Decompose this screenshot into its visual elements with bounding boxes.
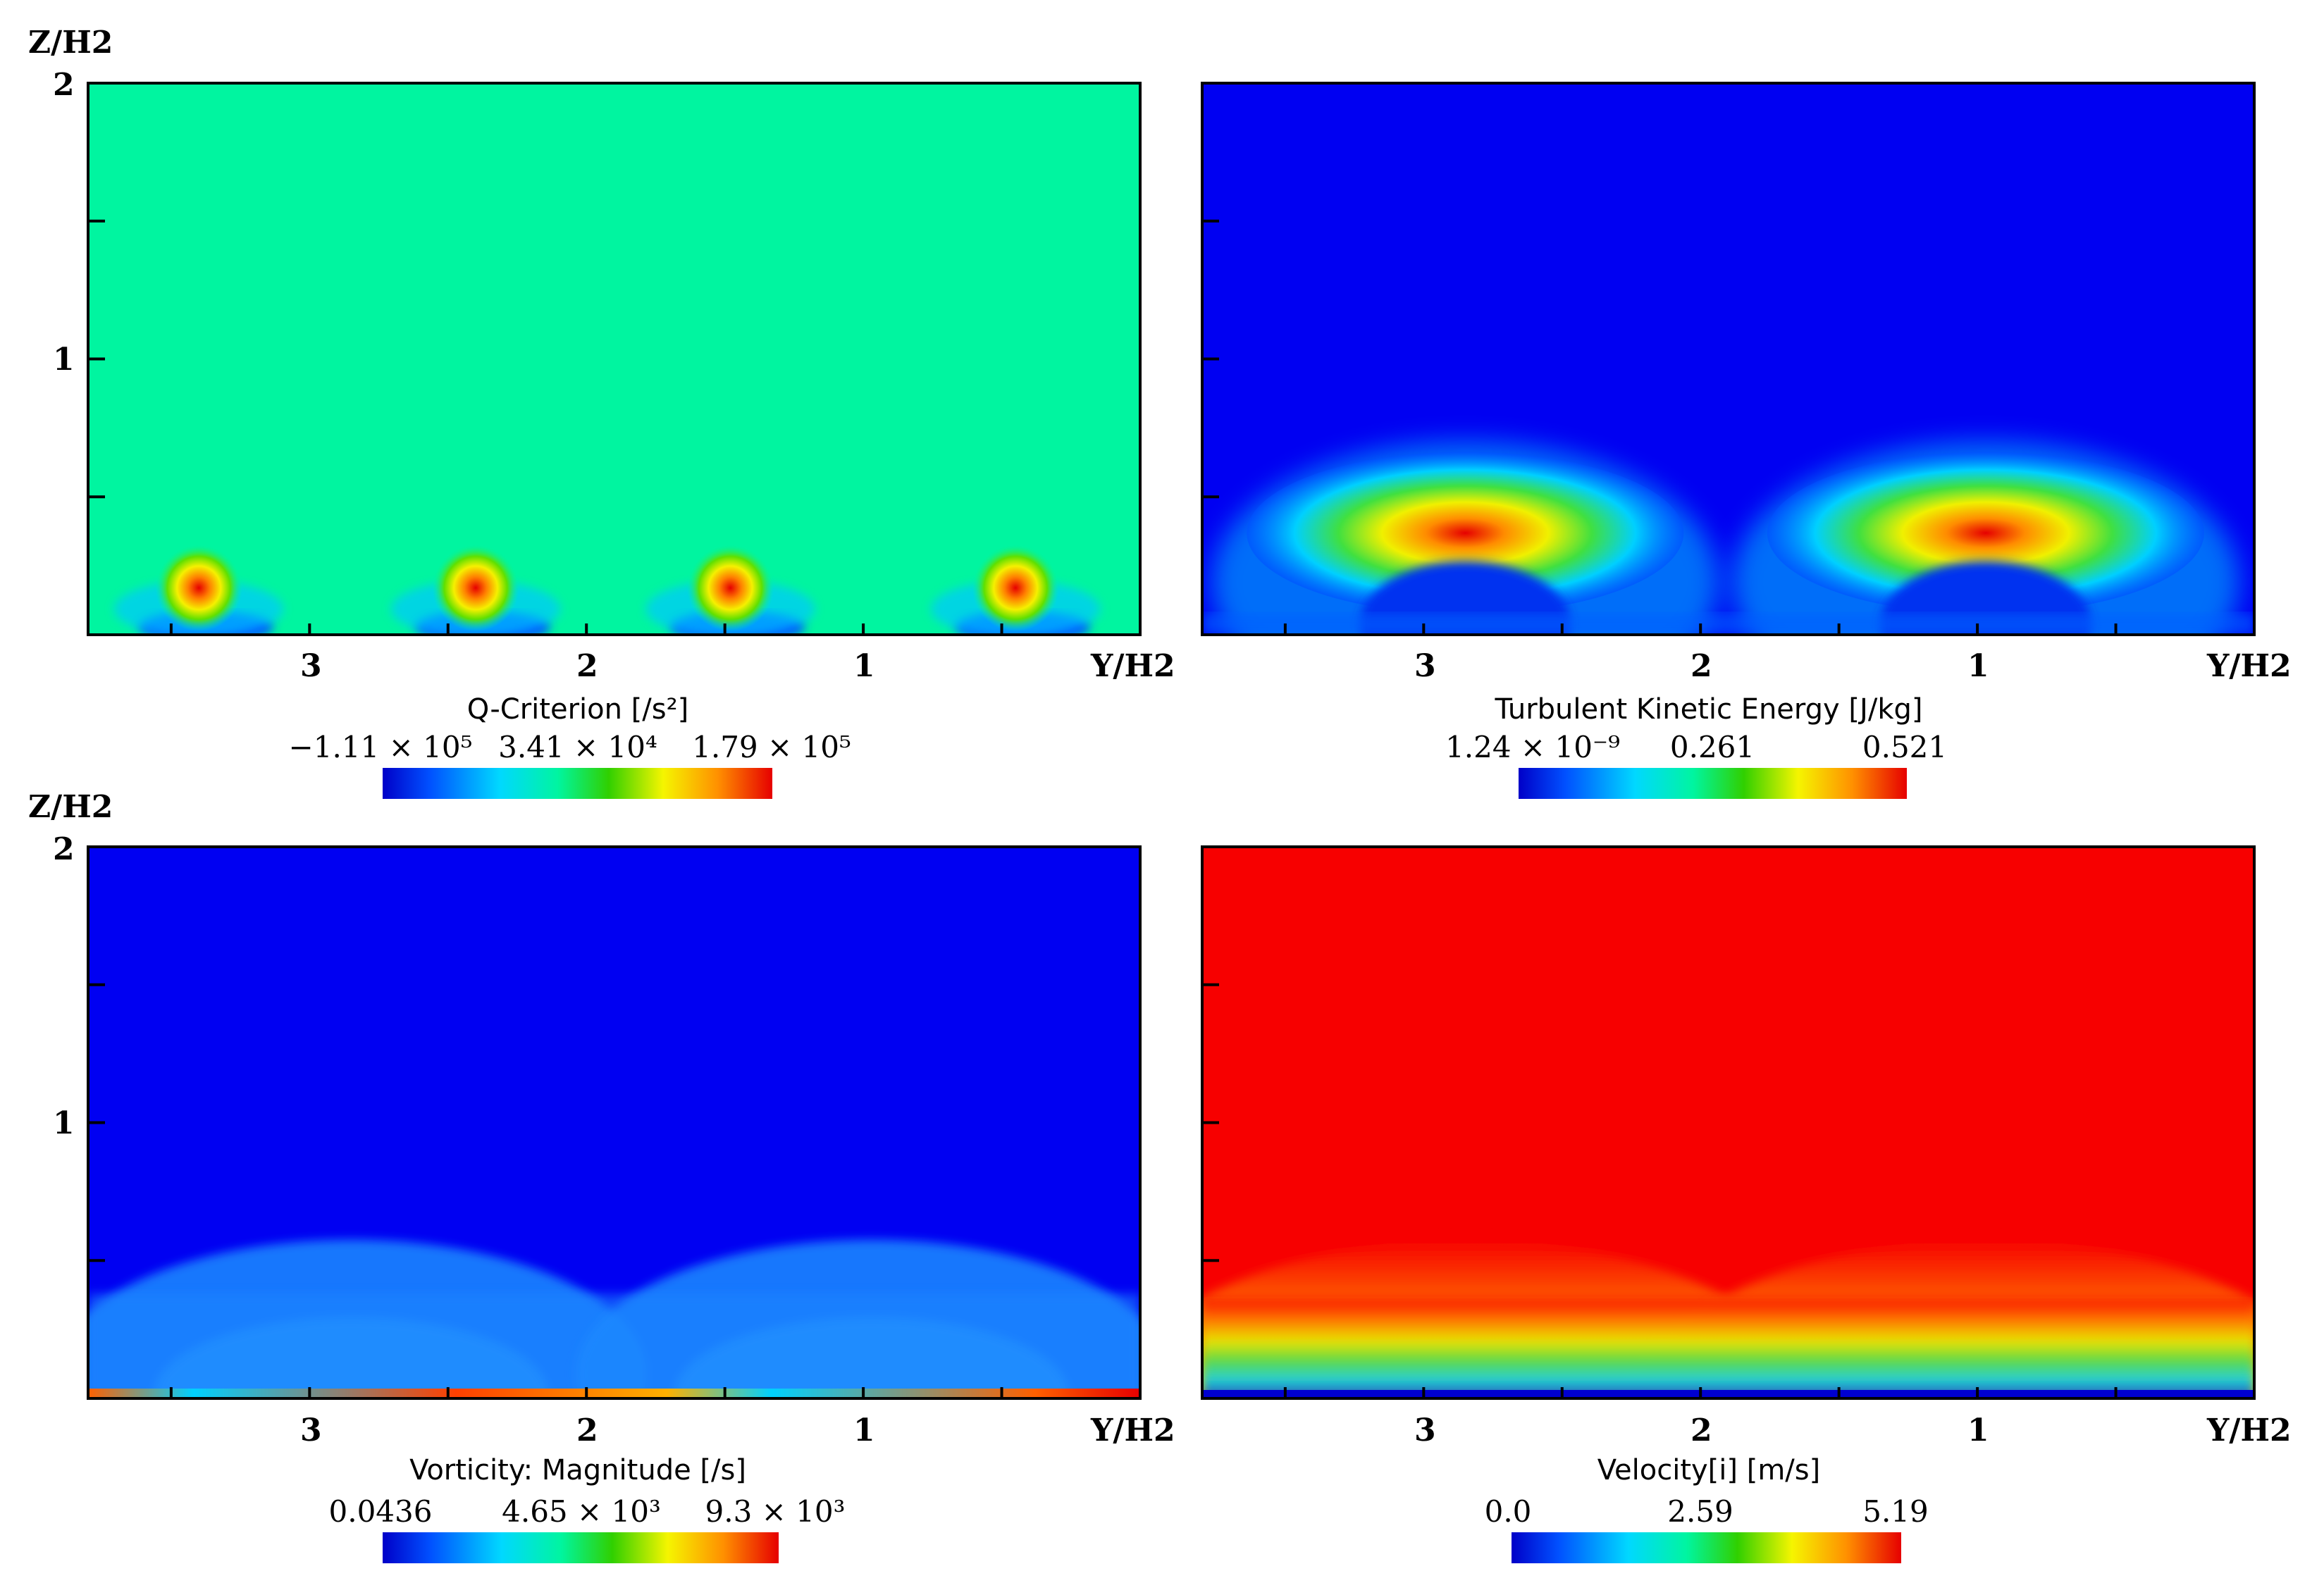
- vorticity-wall-strip: [88, 1389, 1140, 1398]
- x-tick-label-1: 1: [853, 1413, 875, 1448]
- velocity-boundary-layer: [1202, 1299, 2254, 1398]
- colorbar-title: Q-Criterion [/s²]: [467, 693, 688, 726]
- colorbar-max-label: 9.3 × 10³: [705, 1494, 846, 1529]
- panel-q-criterion: Z/H2 2 1 3 2 1 Y/H2 Q-Criterion [/s²] −1…: [28, 25, 1175, 799]
- x-tick-label-3: 3: [300, 1413, 322, 1448]
- plot-background: [88, 83, 1140, 635]
- x-axis-title: Y/H2: [2206, 648, 2292, 684]
- colorbar: Velocity[i] [m/s] 0.0 2.59 5.19: [1485, 1454, 1929, 1563]
- y-tick-label-2: 2: [53, 831, 75, 867]
- x-tick-label-2: 2: [1691, 648, 1712, 684]
- axis-ticks: [88, 983, 1003, 1398]
- x-axis-title: Y/H2: [1090, 648, 1175, 684]
- y-axis-title: Z/H2: [28, 25, 113, 61]
- contour-field: [1202, 1239, 2254, 1398]
- x-tick-label-3: 3: [1414, 648, 1436, 684]
- axis-ticks: [1202, 983, 2118, 1398]
- x-tick-label-2: 2: [1691, 1413, 1712, 1448]
- contour-field: [88, 1239, 1140, 1398]
- contour-field: [114, 544, 1101, 635]
- axis-ticks: [88, 219, 1003, 635]
- vorticity-boundary-layer: [88, 1293, 1140, 1398]
- axis-ticks: [1202, 219, 2118, 635]
- velocity-wall: [1202, 1390, 2254, 1398]
- colorbar-gradient: [1512, 1532, 1901, 1563]
- colorbar-max-label: 5.19: [1862, 1494, 1929, 1529]
- y-axis-title: Z/H2: [28, 789, 113, 825]
- x-tick-label-3: 3: [300, 648, 322, 684]
- vortex-core: [155, 544, 243, 632]
- x-tick-label-3: 3: [1414, 1413, 1436, 1448]
- tke-wall-layer: [1202, 614, 2254, 635]
- colorbar-title: Vorticity: Magnitude [/s]: [409, 1454, 746, 1486]
- y-tick-label-2: 2: [53, 67, 75, 103]
- x-tick-label-1: 1: [853, 648, 875, 684]
- colorbar-title: Velocity[i] [m/s]: [1597, 1454, 1820, 1486]
- x-tick-label-2: 2: [576, 648, 598, 684]
- colorbar-max-label: 1.79 × 10⁵: [692, 730, 851, 764]
- vortex-core: [432, 544, 520, 632]
- panel-turbulent-kinetic-energy: 3 2 1 Y/H2 Turbulent Kinetic Energy [J/k…: [1201, 82, 2292, 799]
- vortex-core: [972, 544, 1060, 632]
- colorbar-min-label: 0.0: [1485, 1494, 1532, 1529]
- colorbar-min-label: 1.24 × 10⁻⁹: [1445, 730, 1620, 764]
- y-tick-label-1: 1: [53, 1105, 75, 1141]
- colorbar-title: Turbulent Kinetic Energy [J/kg]: [1495, 693, 1923, 726]
- x-axis-title: Y/H2: [1090, 1413, 1175, 1448]
- colorbar-gradient: [383, 1532, 779, 1563]
- colorbar-min-label: −1.11 × 10⁵: [289, 730, 473, 764]
- x-tick-label-1: 1: [1967, 1413, 1989, 1448]
- colorbar-min-label: 0.0436: [329, 1494, 433, 1529]
- vortex-core: [686, 544, 774, 632]
- colorbar-mid-label: 4.65 × 10³: [502, 1494, 661, 1529]
- panel-vorticity-magnitude: Z/H2 2 1 3 2 1 Y/H2 Vorticity: Magnitude…: [28, 789, 1175, 1563]
- x-tick-label-1: 1: [1967, 648, 1989, 684]
- colorbar: Vorticity: Magnitude [/s] 0.0436 4.65 × …: [329, 1454, 846, 1563]
- colorbar-max-label: 0.521: [1862, 730, 1947, 764]
- tke-arch: [1767, 452, 2204, 614]
- colorbar-mid-label: 3.41 × 10⁴: [498, 730, 657, 764]
- x-tick-label-2: 2: [576, 1413, 598, 1448]
- colorbar-mid-label: 2.59: [1667, 1494, 1733, 1529]
- colorbar-gradient: [383, 768, 772, 799]
- tke-arch: [1247, 452, 1684, 614]
- x-axis-title: Y/H2: [2206, 1413, 2292, 1448]
- colorbar: Turbulent Kinetic Energy [J/kg] 1.24 × 1…: [1445, 693, 1947, 799]
- colorbar: Q-Criterion [/s²] −1.11 × 10⁵ 3.41 × 10⁴…: [289, 693, 851, 799]
- contour-field: [1202, 441, 2254, 635]
- y-tick-label-1: 1: [53, 342, 75, 378]
- colorbar-gradient: [1519, 768, 1907, 799]
- colorbar-mid-label: 0.261: [1670, 730, 1755, 764]
- panel-velocity: 3 2 1 Y/H2 Velocity[i] [m/s] 0.0 2.59 5.…: [1201, 845, 2292, 1563]
